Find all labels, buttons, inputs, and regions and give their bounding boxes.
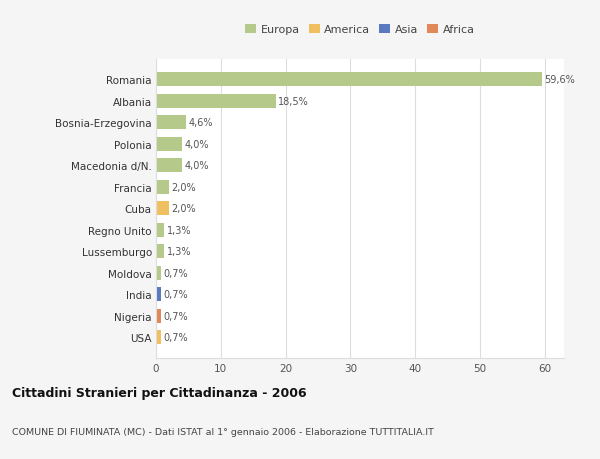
Text: 0,7%: 0,7% — [163, 332, 188, 342]
Legend: Europa, America, Asia, Africa: Europa, America, Asia, Africa — [241, 21, 479, 40]
Bar — [156, 266, 161, 280]
Bar — [156, 309, 161, 323]
Text: 1,3%: 1,3% — [167, 225, 191, 235]
Text: 1,3%: 1,3% — [167, 247, 191, 257]
Text: 18,5%: 18,5% — [278, 97, 309, 106]
Bar — [156, 116, 186, 130]
Bar — [156, 245, 164, 259]
Bar — [156, 180, 169, 194]
Text: 2,0%: 2,0% — [172, 204, 196, 214]
Bar — [156, 288, 161, 302]
Bar — [156, 138, 182, 151]
Bar — [156, 73, 542, 87]
Text: 0,7%: 0,7% — [163, 290, 188, 300]
Text: 4,6%: 4,6% — [188, 118, 213, 128]
Text: 4,0%: 4,0% — [184, 140, 209, 150]
Bar — [156, 202, 169, 216]
Text: 4,0%: 4,0% — [184, 161, 209, 171]
Text: 59,6%: 59,6% — [545, 75, 575, 85]
Bar — [156, 95, 276, 109]
Text: 2,0%: 2,0% — [172, 182, 196, 192]
Text: 0,7%: 0,7% — [163, 268, 188, 278]
Text: Cittadini Stranieri per Cittadinanza - 2006: Cittadini Stranieri per Cittadinanza - 2… — [12, 386, 307, 399]
Bar — [156, 159, 182, 173]
Text: 0,7%: 0,7% — [163, 311, 188, 321]
Bar — [156, 330, 161, 344]
Text: COMUNE DI FIUMINATA (MC) - Dati ISTAT al 1° gennaio 2006 - Elaborazione TUTTITAL: COMUNE DI FIUMINATA (MC) - Dati ISTAT al… — [12, 427, 434, 436]
Bar — [156, 224, 164, 237]
